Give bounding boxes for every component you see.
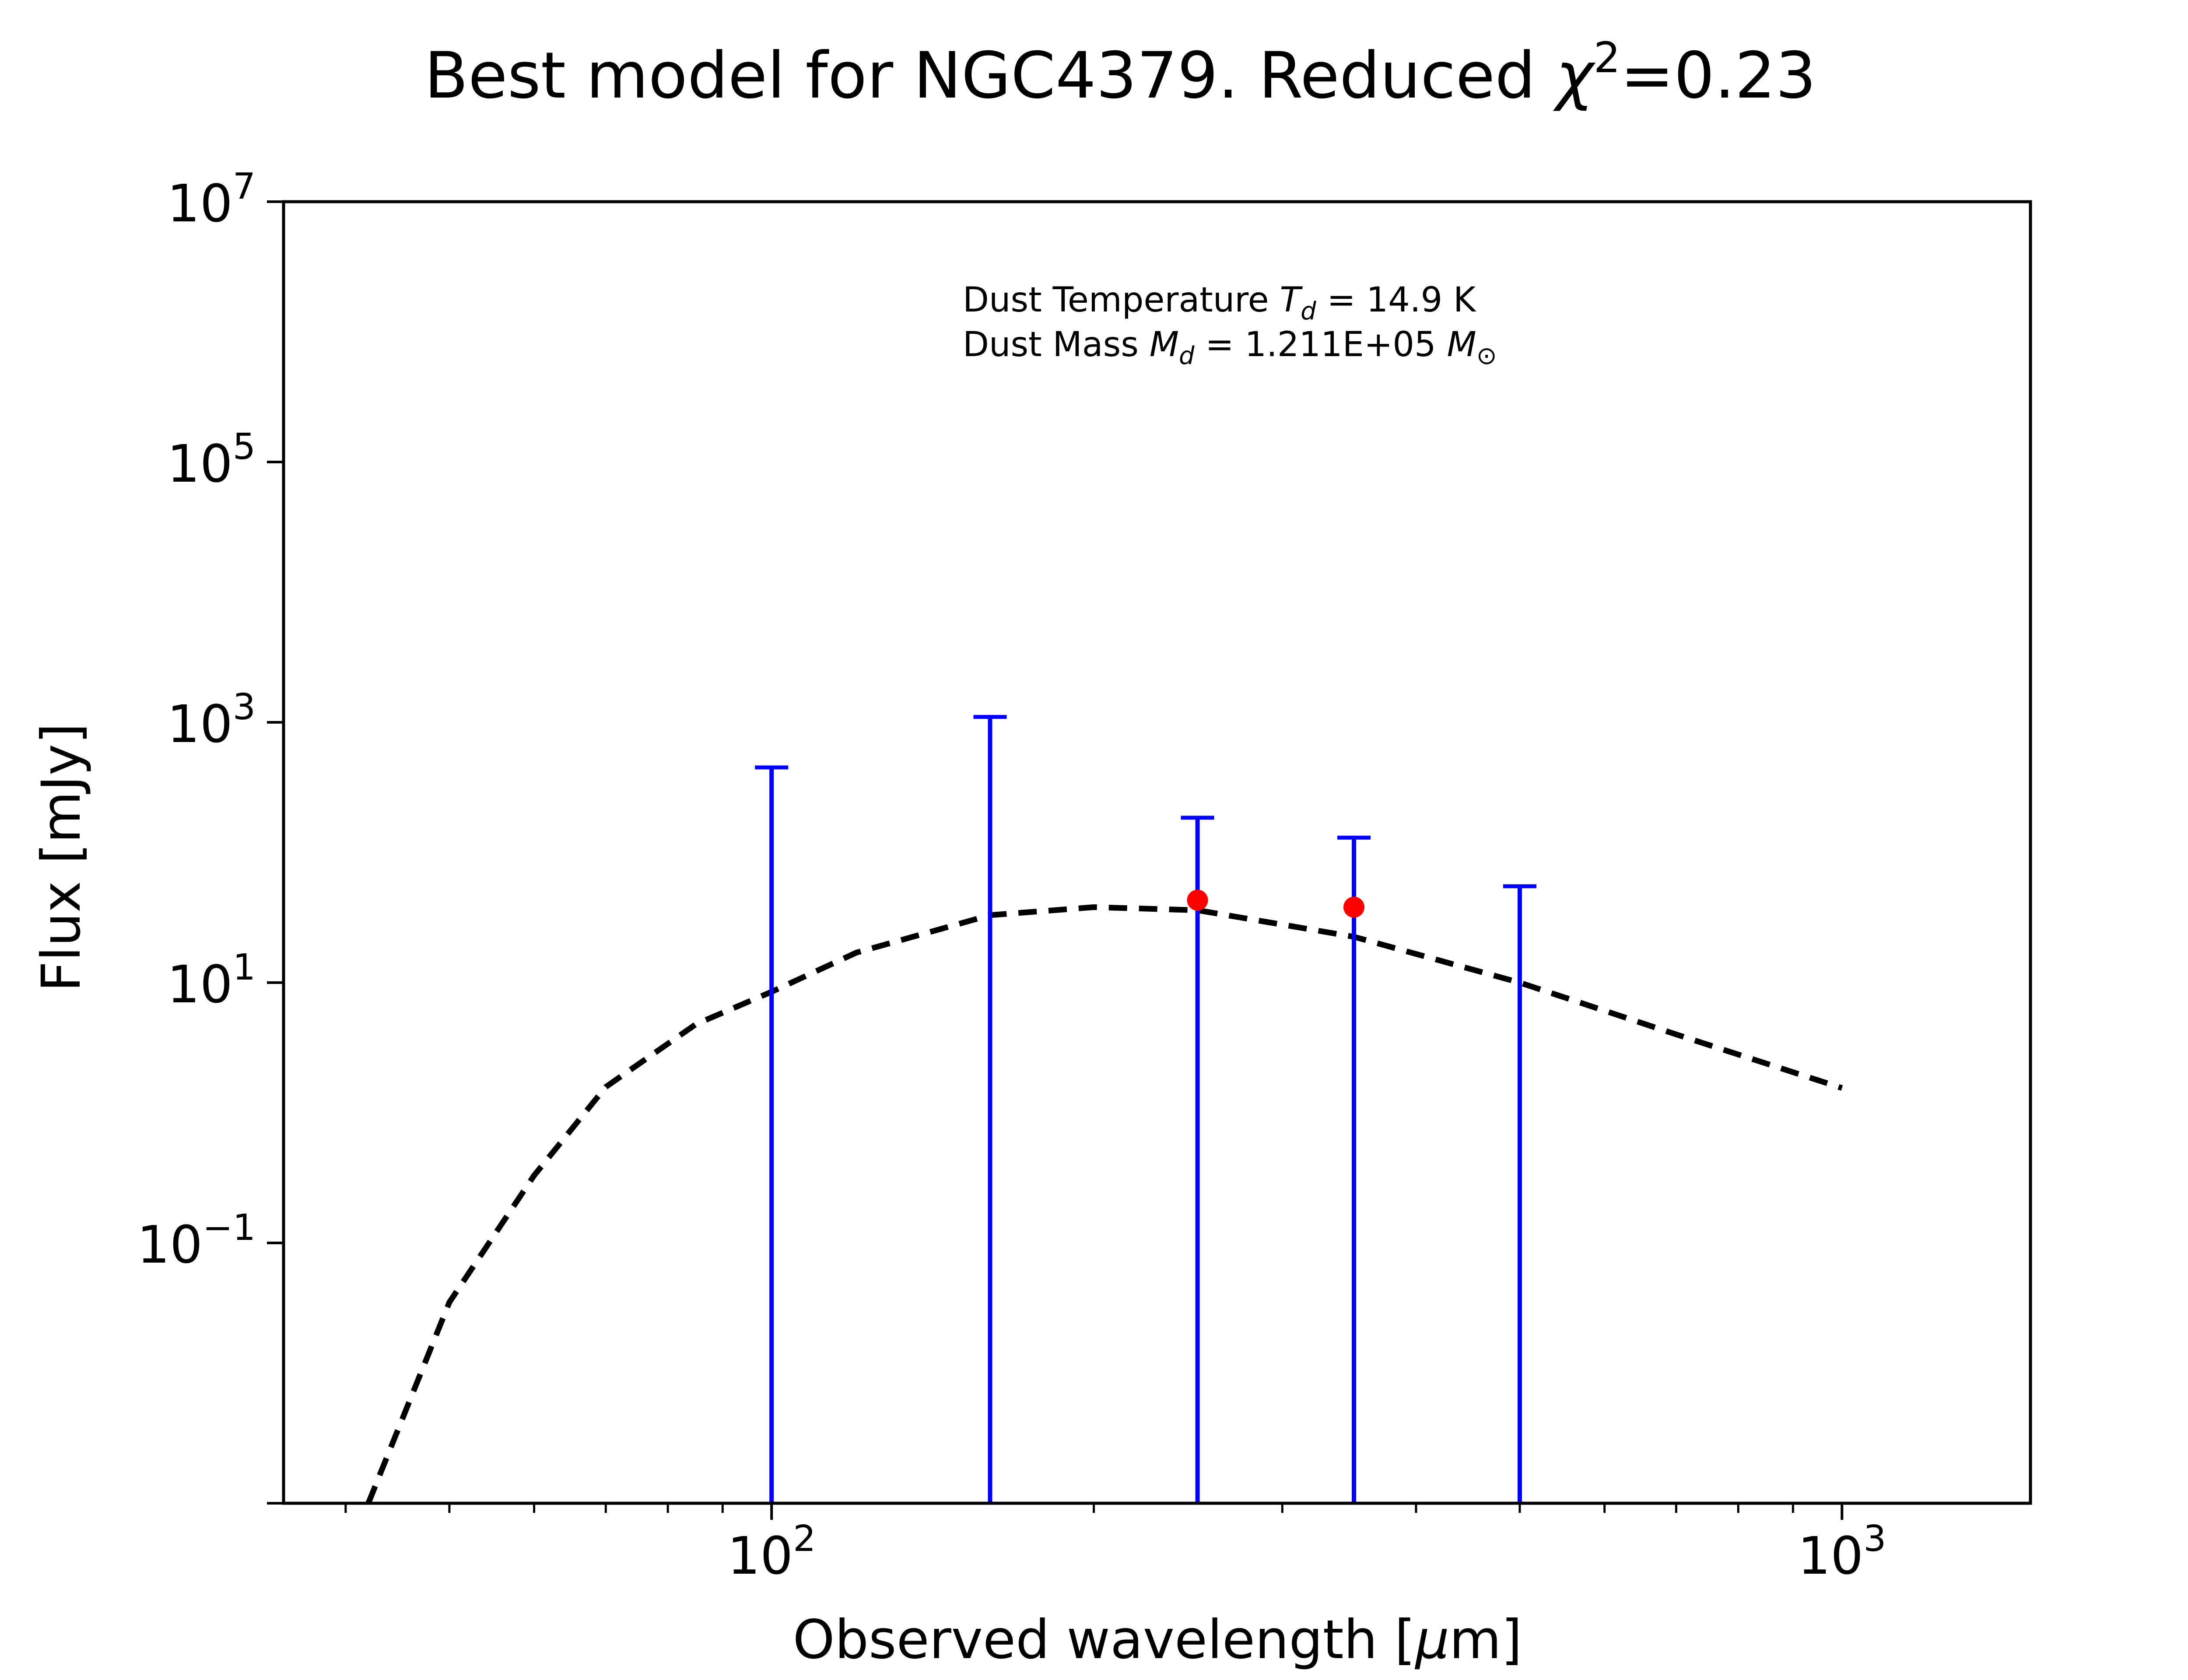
y-tick-label-4-base: 10	[167, 173, 233, 234]
y-tick-label-1-exponent: 1	[233, 947, 256, 988]
y-tick-label-2-base: 10	[167, 694, 233, 754]
y-tick-label-1-base: 10	[167, 954, 233, 1015]
annotation-temperature: Dust Temperature Td = 14.9 K	[963, 280, 1476, 326]
annotation-mass: Dust Mass Md = 1.211E+05 M⊙	[963, 325, 1497, 370]
x-tick-label-0-base: 10	[727, 1526, 793, 1586]
y-tick-label-2-exponent: 3	[233, 686, 256, 728]
detection-point-1	[1343, 896, 1365, 918]
chart-title-suffix: =0.23	[1620, 38, 1816, 113]
y-tick-label-3-exponent: 5	[233, 426, 256, 468]
annotation-temperature-prefix: Dust Temperature	[963, 280, 1280, 320]
y-tick-label-0-base: 10	[137, 1214, 203, 1275]
annotation-mass-subscript: d	[1179, 342, 1195, 370]
y-tick-label-0-exponent: −1	[203, 1207, 256, 1249]
x-tick-label-0-exponent: 2	[793, 1518, 816, 1560]
y-tick-label-2: 103	[167, 686, 256, 754]
plot-frame	[282, 200, 2032, 1505]
x-axis-label-mu: μ	[1414, 1609, 1449, 1671]
annotation-mass-value: = 1.211E+05	[1195, 325, 1447, 364]
chart-title-prefix: Best model for NGC4379. Reduced	[424, 38, 1556, 113]
annotation-temperature-value: = 14.9 K	[1316, 280, 1476, 320]
annotation-temperature-subscript: d	[1301, 297, 1316, 326]
annotation-mass-symbol: M	[1150, 325, 1179, 364]
y-tick-label-1: 101	[167, 947, 256, 1015]
annotation-mass-prefix: Dust Mass	[963, 325, 1150, 364]
annotation-temperature-symbol: T	[1280, 280, 1303, 320]
y-axis-label: Flux [mJy]	[30, 723, 92, 992]
annotation-mass-unit-symbol: M	[1447, 325, 1476, 364]
annotation-mass-unit-subscript: ⊙	[1476, 342, 1497, 370]
x-tick-label-0: 102	[727, 1518, 816, 1586]
x-axis-label-prefix: Observed wavelength [	[793, 1609, 1416, 1671]
y-tick-label-0: 10−1	[137, 1207, 256, 1275]
y-tick-label-3: 105	[167, 426, 256, 494]
chart-title-chi-exp: 2	[1594, 33, 1620, 82]
y-tick-label-4-exponent: 7	[233, 166, 256, 207]
markers-layer	[755, 715, 1536, 1503]
x-tick-label-1-base: 10	[1798, 1526, 1863, 1586]
detection-point-0	[1187, 889, 1208, 911]
y-tick-label-4: 107	[167, 166, 256, 234]
x-axis-label-suffix: m]	[1449, 1609, 1522, 1671]
chart-title: Best model for NGC4379. Reduced χ2=0.23	[424, 33, 1816, 113]
x-axis-label: Observed wavelength [μm]	[793, 1609, 1522, 1671]
x-tick-label-1-exponent: 3	[1863, 1518, 1886, 1560]
y-tick-label-3-base: 10	[167, 434, 233, 494]
chart-title-chi: χ	[1553, 38, 1595, 113]
x-tick-label-1: 103	[1798, 1518, 1886, 1586]
